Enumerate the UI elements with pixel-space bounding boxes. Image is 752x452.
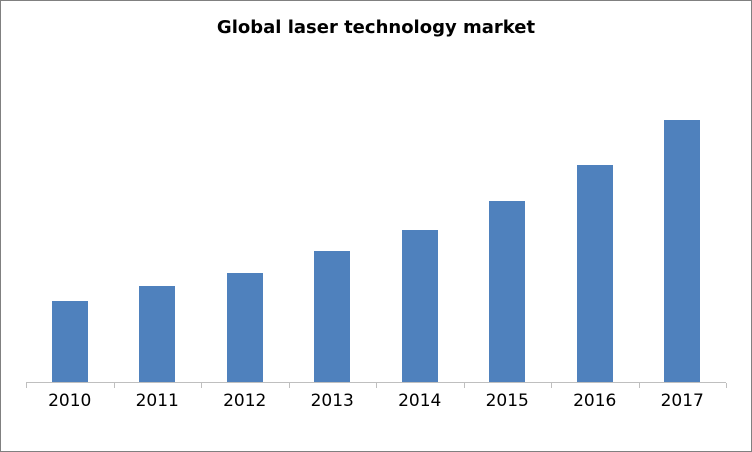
bar-cell-2012	[201, 41, 289, 383]
x-tick-label-2015: 2015	[485, 391, 529, 411]
bar-cell-2013	[289, 41, 377, 383]
bar-cell-2016	[551, 41, 639, 383]
x-axis-tick	[201, 383, 202, 388]
bar-2016	[576, 164, 613, 383]
bar-cell-2015	[464, 41, 552, 383]
bar-2010	[51, 301, 88, 383]
x-axis-tick	[463, 383, 465, 388]
bar-cell-2017	[639, 41, 727, 383]
bar-2013	[314, 251, 351, 383]
bar-cell-2011	[114, 41, 202, 383]
x-tick-label-2011: 2011	[135, 391, 179, 411]
bar-cell-2014	[376, 41, 464, 383]
x-axis-tick	[551, 383, 552, 388]
x-axis-line	[26, 382, 726, 383]
bar-2011	[139, 285, 176, 383]
x-axis-tick	[638, 383, 640, 388]
x-tick-label-2016: 2016	[573, 391, 617, 411]
bar-cell-2010	[26, 41, 114, 383]
x-tick-label-2017: 2017	[660, 391, 704, 411]
bar-2015	[489, 201, 526, 383]
x-axis-tick	[726, 383, 727, 388]
bar-2014	[401, 230, 438, 383]
bar-2017	[664, 119, 701, 383]
x-tick-label-2012: 2012	[223, 391, 267, 411]
bar-2012	[226, 272, 263, 383]
bars-container	[26, 41, 726, 383]
x-axis-tick	[376, 383, 377, 388]
x-tick-label-2014: 2014	[398, 391, 442, 411]
x-axis-tick	[288, 383, 290, 388]
x-axis-tick	[26, 383, 27, 388]
x-axis-tick	[113, 383, 115, 388]
x-tick-label-2010: 2010	[48, 391, 92, 411]
plot-area	[26, 41, 727, 388]
chart-title: Global laser technology market	[216, 17, 536, 38]
x-tick-label-2013: 2013	[310, 391, 354, 411]
x-axis-labels: 2010 2011 2012 2013 2014 2015 2016 2017	[26, 383, 726, 411]
